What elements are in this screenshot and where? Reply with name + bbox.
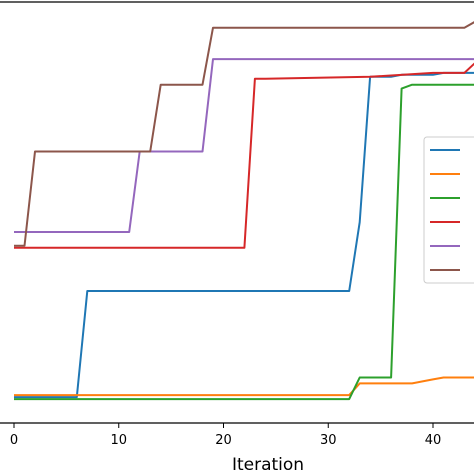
series-line-4 [14,62,474,249]
legend [423,136,474,284]
series-line-5 [14,58,474,233]
x-tick-label: 0 [10,433,18,448]
x-tick-label: 20 [215,433,232,448]
x-axis-label: Iteration [232,455,304,474]
x-tick-label: 40 [425,433,442,448]
legend-box [423,136,474,284]
series-line-2 [14,376,474,397]
series-line-6 [14,21,474,247]
plot-frame [0,1,474,424]
x-tick-label: 30 [320,433,337,448]
series-layer [14,21,474,401]
x-axis-ticks: 0 10 20 30 40 [10,423,441,448]
series-line-1 [14,71,474,399]
x-tick-label: 10 [110,433,127,448]
series-line-3 [14,83,474,401]
